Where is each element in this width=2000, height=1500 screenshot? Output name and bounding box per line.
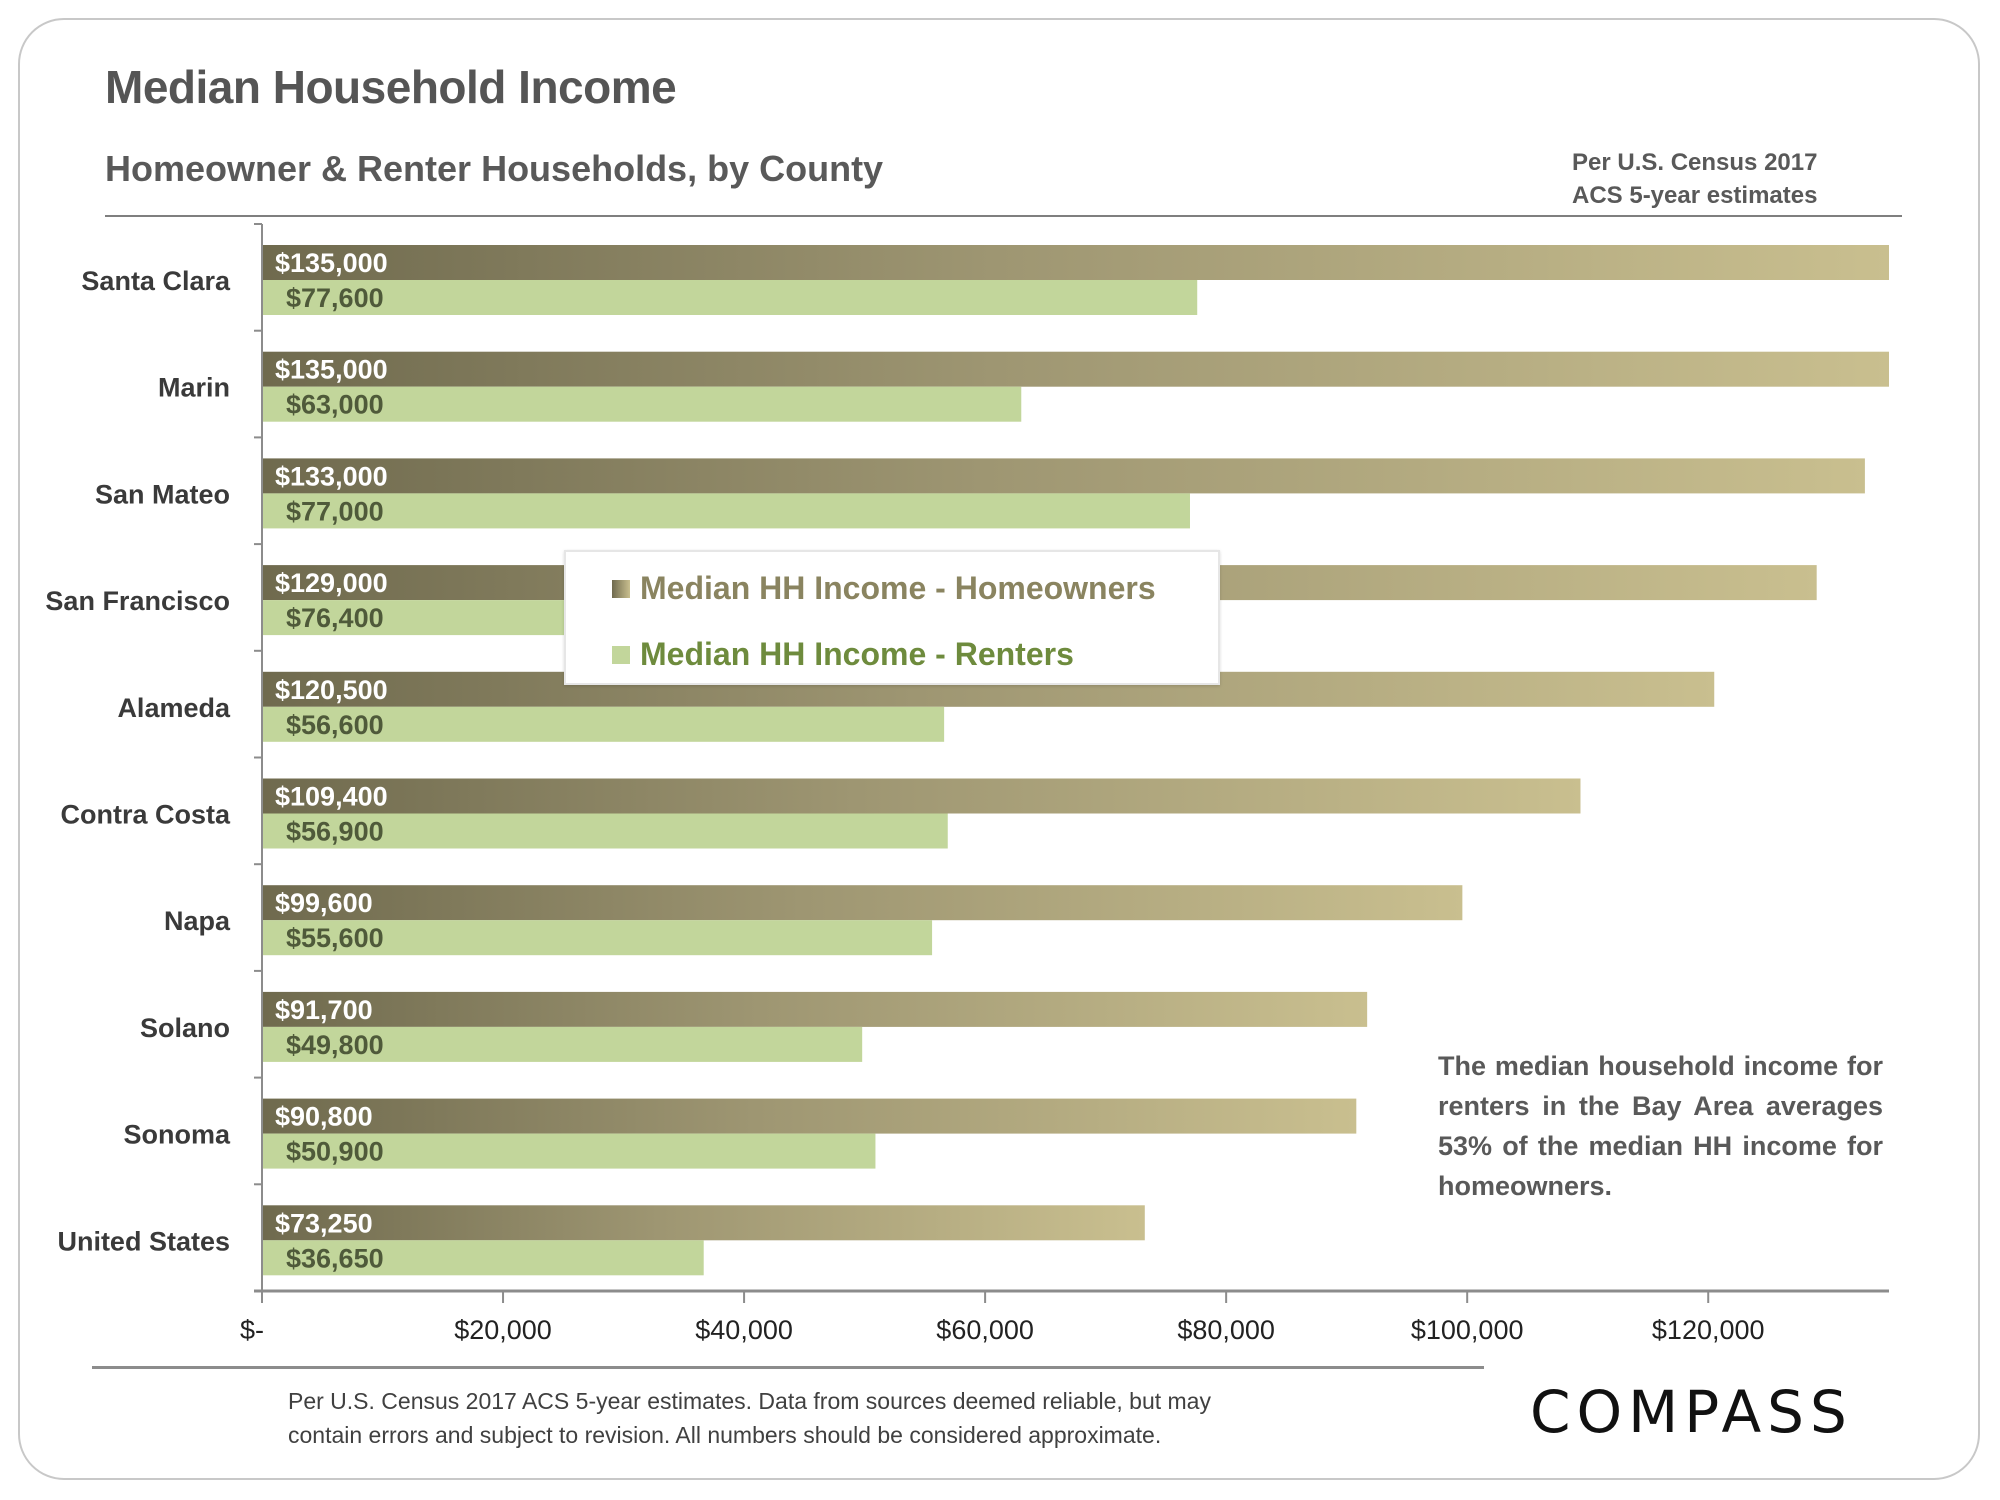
data-label-renters: $77,600 (286, 283, 384, 313)
data-label-renters: $36,650 (286, 1243, 384, 1273)
category-label: San Mateo (95, 479, 230, 509)
bar-renters (262, 1240, 704, 1276)
data-label-renters: $56,900 (286, 817, 384, 847)
category-label: United States (57, 1226, 230, 1256)
data-label-homeowners: $91,700 (275, 995, 373, 1025)
legend-swatch-renters (612, 645, 630, 664)
bars-group: $135,000 $77,600 $135,000 $63,000 $133,000 $7… (262, 245, 1889, 1276)
category-label: San Francisco (45, 586, 230, 616)
x-tick-label: $120,000 (1652, 1315, 1765, 1345)
data-label-renters: $49,800 (286, 1030, 384, 1060)
chart-title: Median Household Income (105, 61, 677, 113)
footer-disclaimer: Per U.S. Census 2017 ACS 5-year estimate… (288, 1384, 1348, 1452)
source-note: Per U.S. Census 2017 ACS 5-year estimate… (1572, 146, 1817, 212)
data-label-renters: $55,600 (286, 923, 384, 953)
data-label-homeowners: $129,000 (275, 568, 388, 598)
footer-line-2: contain errors and subject to revision. … (288, 1422, 1162, 1448)
bar-renters (262, 813, 948, 849)
callout-text: The median household income for renters … (1438, 1051, 1883, 1201)
bar-homeowners (262, 885, 1463, 921)
category-label: Solano (140, 1013, 230, 1043)
category-label: Sonoma (123, 1120, 230, 1150)
data-label-homeowners: $120,500 (275, 675, 388, 705)
category-label: Marin (158, 373, 230, 403)
bar-renters (262, 493, 1190, 529)
data-label-homeowners: $90,800 (275, 1102, 373, 1132)
x-tick-label: $40,000 (695, 1315, 793, 1345)
x-tick-label: $100,000 (1411, 1315, 1524, 1345)
data-label-homeowners: $99,600 (275, 888, 373, 918)
x-tick-label: $80,000 (1177, 1315, 1275, 1345)
bar-renters (262, 920, 933, 956)
x-tick-label: $- (240, 1315, 264, 1345)
bar-homeowners (262, 1098, 1357, 1134)
category-label: Santa Clara (81, 266, 231, 296)
legend-item-renters: Median HH Income - Renters (612, 636, 1074, 673)
source-note-line-2: ACS 5-year estimates (1572, 182, 1818, 209)
data-label-renters: $63,000 (286, 390, 384, 420)
data-label-homeowners: $135,000 (275, 355, 388, 385)
bar-renters (262, 280, 1198, 315)
legend-label-renters: Median HH Income - Renters (640, 636, 1074, 672)
data-label-renters: $76,400 (286, 603, 384, 633)
bar-homeowners (262, 991, 1368, 1027)
bar-homeowners (262, 245, 1889, 280)
footer-divider (92, 1366, 1484, 1369)
data-label-homeowners: $133,000 (275, 461, 388, 491)
x-tick-label: $60,000 (936, 1315, 1034, 1345)
data-label-renters: $50,900 (286, 1137, 384, 1167)
bar-homeowners (262, 351, 1889, 387)
bar-renters (262, 386, 1022, 422)
x-tick-label: $20,000 (454, 1315, 552, 1345)
data-label-homeowners: $109,400 (275, 782, 388, 812)
bar-homeowners (262, 1205, 1145, 1241)
axes-group: Santa Clara Marin San Mateo San Francisco Al… (45, 223, 1889, 1345)
category-label: Napa (164, 906, 231, 936)
data-label-renters: $56,600 (286, 710, 384, 740)
header-divider (105, 215, 1902, 217)
chart-legend: Median HH Income - Homeowners Median HH … (564, 550, 1220, 685)
bar-homeowners (262, 778, 1581, 814)
category-label: Alameda (117, 693, 231, 723)
chart-subtitle: Homeowner & Renter Households, by County (105, 148, 884, 189)
category-label: Contra Costa (60, 800, 230, 830)
bar-renters (262, 1133, 876, 1169)
footer-line-1: Per U.S. Census 2017 ACS 5-year estimate… (288, 1388, 1211, 1414)
bar-renters (262, 1026, 863, 1062)
bar-renters (262, 706, 945, 742)
legend-swatch-homeowners (612, 579, 630, 598)
legend-item-homeowners: Median HH Income - Homeowners (612, 570, 1156, 607)
data-label-homeowners: $135,000 (275, 248, 388, 278)
source-note-line-1: Per U.S. Census 2017 (1572, 149, 1818, 176)
data-label-homeowners: $73,250 (275, 1208, 373, 1238)
compass-logo: COMPASS (1530, 1378, 1853, 1446)
bar-homeowners (262, 458, 1865, 494)
legend-label-homeowners: Median HH Income - Homeowners (640, 570, 1156, 606)
data-label-renters: $77,000 (286, 496, 384, 526)
